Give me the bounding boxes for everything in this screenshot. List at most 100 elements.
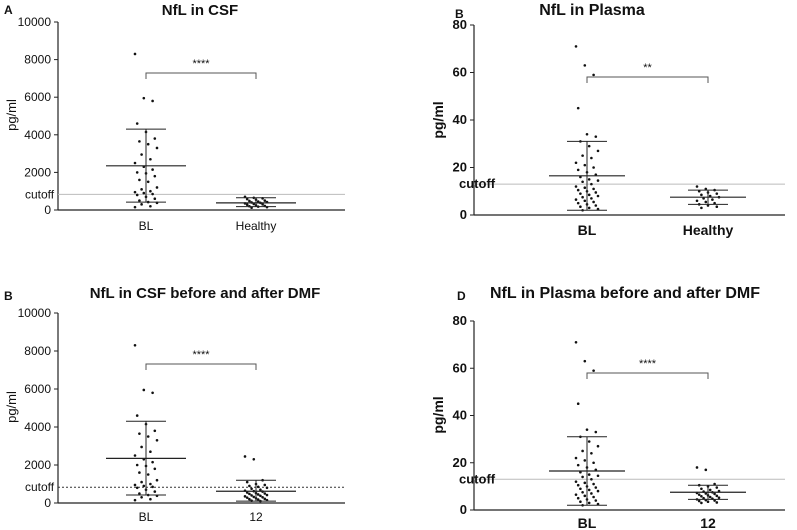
data-point [596, 502, 600, 506]
data-point [265, 486, 269, 490]
data-point [576, 463, 580, 467]
data-point [594, 191, 598, 194]
data-point [153, 137, 157, 140]
data-point [579, 192, 582, 195]
data-point [713, 492, 716, 496]
data-point [153, 429, 157, 433]
data-point [594, 135, 598, 138]
cutoff-label: cutoff [459, 471, 496, 486]
data-point [259, 494, 262, 498]
panel-letter: B [455, 7, 464, 21]
x-category-label: BL [578, 222, 597, 238]
x-category-label: Healthy [683, 222, 734, 238]
chart-title: NfL in Plasma [539, 2, 645, 19]
data-point [695, 466, 699, 469]
y-tick-label: 10000 [18, 306, 52, 320]
y-tick-label: 2000 [24, 458, 51, 472]
data-point [245, 491, 249, 494]
data-point [149, 497, 152, 501]
data-point [155, 186, 159, 189]
data-point [133, 161, 137, 165]
panel-letter: D [457, 289, 466, 303]
y-tick-label: 60 [453, 65, 467, 80]
data-point [248, 484, 251, 488]
data-point [256, 200, 260, 203]
data-point [590, 182, 593, 186]
data-point [153, 467, 157, 471]
data-point [587, 144, 591, 148]
data-point [579, 205, 582, 208]
data-point [581, 154, 584, 157]
data-point [576, 106, 580, 110]
panel-letter: A [4, 3, 13, 17]
data-point [583, 494, 587, 498]
data-point [138, 199, 141, 202]
data-point [576, 483, 580, 487]
y-axis-label: pg/ml [4, 391, 19, 423]
data-point [149, 189, 152, 193]
data-point [263, 497, 267, 501]
data-point [245, 203, 249, 207]
data-point [140, 188, 143, 191]
y-tick-label: 80 [453, 17, 467, 32]
data-point [146, 142, 150, 146]
data-point [151, 168, 154, 171]
data-point [135, 486, 139, 490]
cutoff-label: cutoff [25, 187, 55, 201]
data-point [142, 484, 146, 488]
data-point [574, 480, 578, 483]
data-point [155, 439, 159, 442]
cutoff-label: cutoff [459, 176, 496, 191]
significance-bracket [586, 76, 709, 83]
data-point [583, 64, 587, 67]
y-tick-label: 0 [44, 496, 51, 510]
data-point [138, 140, 141, 143]
data-point [135, 122, 139, 125]
data-point [138, 492, 141, 495]
x-category-label: Healthy [236, 219, 277, 233]
data-point [261, 496, 264, 499]
data-point [587, 193, 591, 197]
data-point [700, 494, 703, 498]
chart-title: NfL in Plasma before and after DMF [490, 285, 760, 302]
y-axis-label: pg/ml [4, 99, 19, 131]
data-point [596, 179, 600, 182]
data-point [151, 460, 154, 464]
data-point [576, 201, 580, 205]
data-point [252, 458, 256, 461]
data-point [138, 471, 141, 474]
data-point [592, 73, 595, 77]
data-point [581, 180, 584, 184]
data-point [708, 495, 712, 499]
data-point [133, 498, 137, 502]
data-point [700, 206, 703, 210]
data-point [153, 174, 157, 178]
data-point [265, 493, 269, 497]
data-point [135, 193, 139, 197]
x-category-label: 12 [249, 510, 263, 524]
data-point [594, 486, 598, 489]
y-axis-label: pg/ml [430, 396, 446, 433]
data-point [594, 430, 598, 434]
data-point [596, 444, 600, 448]
data-point [583, 186, 587, 189]
data-point [245, 496, 249, 499]
data-point [711, 198, 714, 201]
x-category-label: BL [139, 510, 154, 524]
data-point [149, 157, 152, 161]
data-point [151, 485, 154, 489]
data-point [590, 452, 593, 455]
data-point [704, 200, 708, 204]
data-point [243, 495, 247, 498]
data-point [151, 192, 154, 196]
data-point [590, 156, 593, 160]
data-point [583, 199, 587, 203]
data-point [592, 187, 595, 191]
y-tick-label: 80 [453, 313, 467, 328]
data-point [263, 483, 267, 487]
y-axis-label: pg/ml [430, 101, 446, 138]
data-point [717, 496, 721, 500]
data-point [256, 485, 260, 489]
significance-bracket [145, 363, 257, 370]
data-point [590, 492, 593, 495]
